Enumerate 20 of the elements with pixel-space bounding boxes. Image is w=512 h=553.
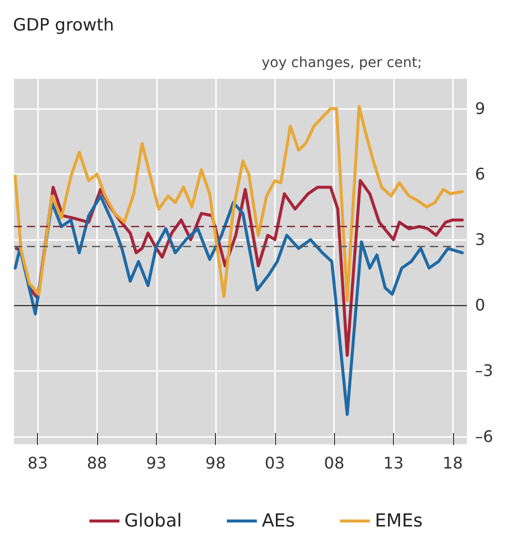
x-tick-label: 98 <box>205 454 226 472</box>
x-tick-label: 93 <box>146 454 166 472</box>
x-tick-label: 03 <box>264 454 286 472</box>
x-tick-label: 83 <box>28 454 48 472</box>
legend-label: EMEs <box>374 510 423 532</box>
legend-label: AEs <box>262 510 295 532</box>
y-tick-label: 3 <box>475 230 486 250</box>
x-tick-label: 18 <box>442 454 463 472</box>
y-tick-label: 6 <box>475 164 486 184</box>
y-tick-label: –3 <box>475 361 494 380</box>
y-tick-label: –6 <box>475 426 494 446</box>
x-tick-label: 08 <box>324 454 344 472</box>
y-tick-label: 9 <box>475 99 486 118</box>
legend-label: Global <box>124 510 182 532</box>
y-tick-label: 0 <box>475 296 486 315</box>
y-axis-title: yoy changes, per cent; <box>262 55 422 71</box>
line-series <box>14 104 464 302</box>
x-tick-label: 13 <box>383 454 404 472</box>
chart-title: GDP growth <box>13 16 114 36</box>
x-tick-label: 88 <box>86 454 108 472</box>
